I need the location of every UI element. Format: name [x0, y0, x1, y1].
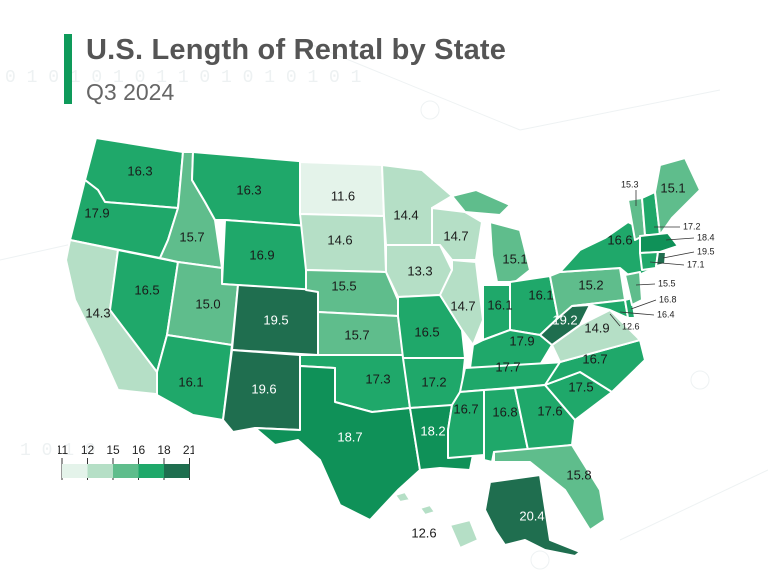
state-HI — [394, 491, 479, 549]
legend-tick-label: 21 — [183, 444, 194, 457]
label-ID: 15.7 — [179, 229, 204, 244]
legend-swatch — [164, 464, 190, 478]
label-RI: 19.5 — [697, 246, 715, 256]
state-MD — [571, 299, 629, 319]
label-SC: 17.5 — [568, 379, 593, 394]
svg-text:0 1 0 1 0 1 0 1 1 0 1 0 1 0 1: 0 1 0 1 0 1 0 1 1 0 1 0 1 0 1 0 1 — [5, 68, 361, 88]
label-VA: 14.9 — [584, 320, 609, 335]
svg-text:1 0 1 0: 1 0 1 0 — [20, 441, 96, 461]
label-MS: 16.7 — [453, 401, 478, 416]
label-NV: 16.5 — [134, 282, 159, 297]
state-GA — [514, 384, 576, 451]
label-FL: 15.8 — [566, 467, 591, 482]
label-NE: 15.5 — [331, 278, 356, 293]
label-IA: 13.3 — [407, 263, 432, 278]
label-AK: 20.4 — [519, 508, 544, 523]
label-LA: 18.2 — [420, 423, 445, 438]
label-MA: 18.4 — [697, 232, 715, 242]
label-OH: 16.1 — [528, 287, 553, 302]
label-WI: 14.7 — [443, 228, 468, 243]
label-NJ: 15.5 — [658, 278, 676, 288]
title-accent-bar — [64, 34, 72, 104]
legend-tick-label: 15 — [106, 444, 120, 457]
label-KY: 17.9 — [509, 333, 534, 348]
label-PA: 15.2 — [578, 277, 603, 292]
label-VT: 15.3 — [621, 179, 639, 189]
label-AZ: 16.1 — [178, 374, 203, 389]
label-WY: 16.9 — [249, 247, 274, 262]
legend-tick-label: 12 — [81, 444, 95, 457]
label-OK: 17.3 — [365, 371, 390, 386]
state-AK — [484, 474, 581, 557]
legend-tick-label: 16 — [132, 444, 146, 457]
state-MI-upper — [451, 189, 511, 216]
legend-swatch — [138, 464, 164, 478]
legend-swatch — [87, 464, 113, 478]
state-TX — [254, 365, 421, 521]
label-ND: 11.6 — [331, 188, 355, 203]
label-MD: 16.4 — [657, 309, 675, 319]
label-MO: 16.5 — [414, 324, 439, 339]
label-TN: 17.7 — [495, 359, 520, 374]
label-CT: 17.1 — [687, 259, 705, 269]
label-DC: 12.6 — [622, 321, 640, 331]
state-NJ — [624, 271, 643, 306]
state-IL — [439, 259, 484, 346]
label-IN: 16.1 — [487, 297, 512, 312]
label-IL: 14.7 — [450, 298, 475, 313]
leader-NJ — [635, 283, 656, 286]
leader-DC — [609, 313, 621, 327]
label-UT: 15.0 — [195, 296, 220, 311]
label-NC: 16.7 — [582, 351, 607, 366]
label-NM: 19.6 — [251, 381, 276, 396]
leader-CT — [649, 261, 685, 266]
label-DE: 16.8 — [659, 294, 677, 304]
state-CT — [639, 251, 659, 271]
label-TX: 18.7 — [337, 429, 362, 444]
label-SD: 14.6 — [327, 232, 352, 247]
state-FL — [493, 444, 606, 531]
state-RI — [655, 251, 667, 267]
label-AL: 16.8 — [492, 404, 517, 419]
label-NH: 17.2 — [683, 221, 701, 231]
color-legend: 11 12 15 16 18 21 — [58, 444, 194, 480]
label-KS: 15.7 — [344, 327, 369, 342]
label-GA: 17.6 — [537, 403, 562, 418]
label-CO: 19.5 — [263, 312, 288, 327]
label-CA: 14.3 — [85, 305, 110, 320]
label-WA: 16.3 — [127, 163, 152, 178]
state-MA — [639, 232, 679, 254]
label-MN: 14.4 — [393, 207, 418, 222]
label-MT: 16.3 — [236, 182, 261, 197]
label-MI: 15.1 — [502, 251, 527, 266]
leader-MD — [619, 311, 655, 316]
legend-tick-label: 18 — [157, 444, 171, 457]
label-ME: 15.1 — [660, 180, 685, 195]
legend-tick-label: 11 — [58, 444, 69, 457]
label-HI: 12.6 — [411, 525, 436, 540]
label-OR: 17.9 — [84, 205, 109, 220]
legend-swatch — [113, 464, 139, 478]
page-subtitle: Q3 2024 — [86, 79, 175, 105]
label-NY: 16.6 — [607, 232, 632, 247]
page-title: U.S. Length of Rental by State — [86, 34, 507, 66]
leader-DE — [630, 299, 657, 310]
leader-MA — [665, 237, 695, 241]
label-AR: 17.2 — [421, 374, 446, 389]
legend-swatch — [62, 464, 88, 478]
leader-RI — [662, 251, 695, 259]
label-WV: 19.2 — [552, 312, 577, 327]
